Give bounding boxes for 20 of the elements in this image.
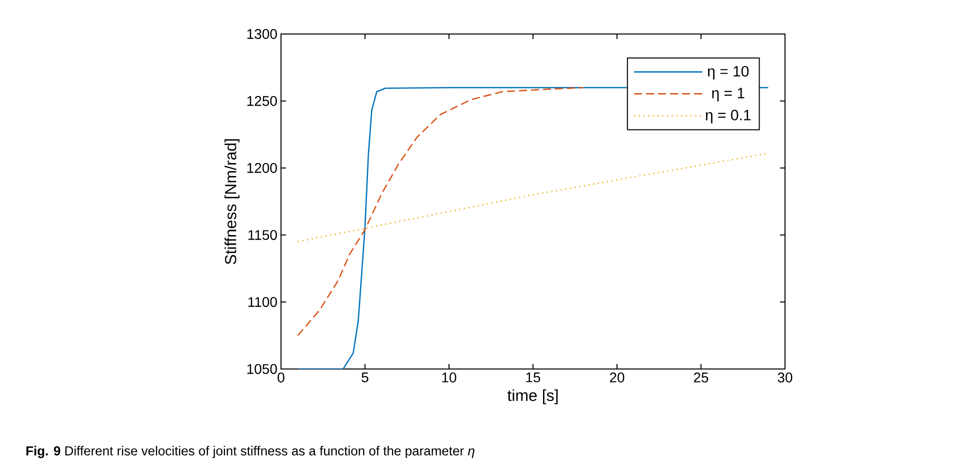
legend-label: η = 10 xyxy=(708,66,749,80)
x-tick-label: 5 xyxy=(362,372,368,382)
line-series xyxy=(297,86,584,336)
x-tick-label: 15 xyxy=(526,372,540,382)
x-tick-label: 0 xyxy=(278,372,284,382)
y-tick-label: 1200 xyxy=(247,163,277,173)
legend-label: η = 0.1 xyxy=(706,110,751,124)
legend-label: η = 1 xyxy=(712,88,744,102)
y-tick-label: 1100 xyxy=(248,297,277,307)
x-tick-label: 20 xyxy=(610,372,624,382)
y-axis-title: Stiffness [Nm/rad] xyxy=(224,139,240,264)
x-axis-title: time [s] xyxy=(507,389,558,404)
y-tick-label: 1250 xyxy=(247,96,277,106)
y-tick-label: 1050 xyxy=(247,364,277,374)
x-tick-label: 30 xyxy=(778,372,792,382)
y-tick-label: 1300 xyxy=(247,29,277,39)
text: Fig. 9 Different rise velocities of joint stiffness as a function of the parameter η xyxy=(26,446,474,458)
x-tick-label: 25 xyxy=(694,372,708,382)
x-tick-label: 10 xyxy=(442,372,456,382)
y-tick-label: 1150 xyxy=(248,230,277,240)
